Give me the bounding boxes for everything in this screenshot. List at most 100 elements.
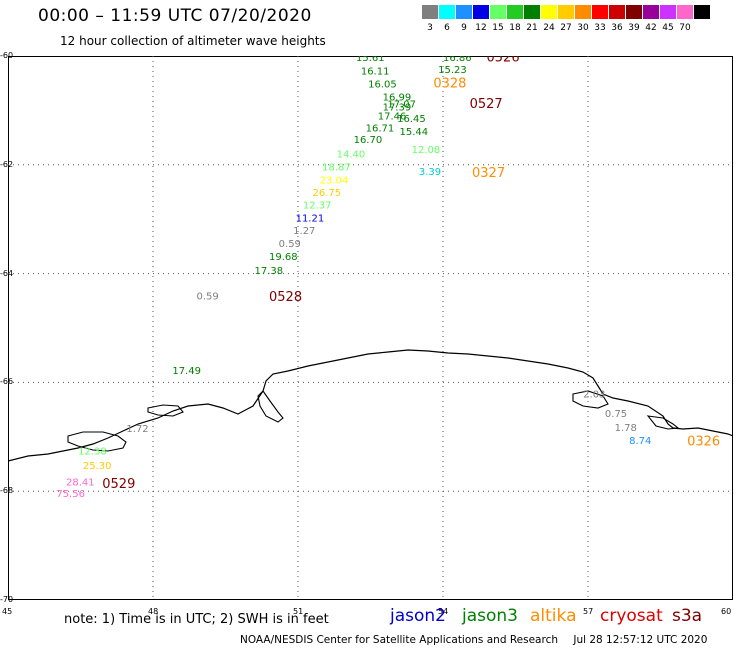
satellite-name-cryosat: cryosat bbox=[600, 606, 663, 626]
pass-time-label: 0327 bbox=[472, 166, 505, 181]
legend-label: 45 bbox=[662, 23, 674, 33]
wave-height-label: 16.45 bbox=[397, 114, 426, 125]
latitude-label: -70 bbox=[0, 595, 14, 604]
legend-swatch bbox=[575, 5, 591, 19]
legend-swatch bbox=[558, 5, 574, 19]
wave-height-label: 15.44 bbox=[400, 127, 429, 138]
wave-height-label: 16.11 bbox=[361, 67, 390, 78]
wave-height-label: 14.40 bbox=[337, 149, 366, 160]
page-subtitle: 12 hour collection of altimeter wave hei… bbox=[60, 34, 326, 48]
legend-swatch bbox=[524, 5, 540, 19]
wave-height-label: 1.78 bbox=[615, 423, 637, 434]
longitude-label: 57 bbox=[583, 607, 594, 616]
wave-height-label: 0.59 bbox=[279, 239, 301, 250]
coastline-islands bbox=[67, 390, 680, 452]
wave-height-label: 28.41 bbox=[66, 477, 95, 488]
wave-height-label: 17.07 bbox=[387, 99, 416, 110]
wave-height-label: 0.59 bbox=[197, 291, 219, 302]
legend-swatch bbox=[660, 5, 676, 19]
legend-swatch bbox=[473, 5, 489, 19]
wave-height-label: 2.03 bbox=[583, 389, 605, 400]
longitude-label: 51 bbox=[293, 607, 304, 616]
wave-height-label: 15.61 bbox=[356, 56, 385, 64]
satellite-name-jason2: jason2 bbox=[390, 606, 446, 626]
legend-swatch bbox=[422, 5, 438, 19]
wave-height-label: 75.56 bbox=[56, 489, 85, 500]
legend-label: 24 bbox=[543, 23, 555, 33]
legend-label: 30 bbox=[577, 23, 589, 33]
units-note: note: 1) Time is in UTC; 2) SWH is in fe… bbox=[64, 612, 329, 627]
wave-height-label: 16.86 bbox=[443, 56, 472, 64]
legend-label: 70 bbox=[679, 23, 691, 33]
legend-label: 6 bbox=[444, 23, 450, 33]
wave-height-label: 11.21 bbox=[296, 214, 325, 225]
legend-swatch bbox=[490, 5, 506, 19]
longitude-label: 45 bbox=[2, 607, 13, 616]
latitude-label: -64 bbox=[0, 268, 14, 278]
latitude-label: -68 bbox=[0, 486, 14, 496]
legend-swatch bbox=[507, 5, 523, 19]
legend-swatch bbox=[592, 5, 608, 19]
wave-height-label: 12.38 bbox=[78, 446, 107, 457]
wave-height-label: 12.08 bbox=[412, 145, 441, 156]
pass-time-label: 0326 bbox=[687, 435, 720, 450]
wave-height-label: 17.39 bbox=[383, 103, 412, 114]
satellite-name-s3a: s3a bbox=[672, 606, 703, 626]
longitude-label: 48 bbox=[148, 607, 159, 616]
wave-height-label: 3.39 bbox=[419, 167, 441, 178]
wave-height-label: 16.70 bbox=[354, 135, 383, 146]
pass-time-label: 0526 bbox=[487, 56, 520, 66]
legend-label: 36 bbox=[611, 23, 623, 33]
page-title: 00:00 – 11:59 UTC 07/20/2020 bbox=[38, 6, 312, 26]
legend-label: 3 bbox=[427, 23, 433, 33]
legend-label: 27 bbox=[560, 23, 572, 33]
satellite-name-altika: altika bbox=[530, 606, 577, 626]
legend-label: 33 bbox=[594, 23, 606, 33]
pass-time-label: 0529 bbox=[102, 477, 135, 492]
latitude-label: -62 bbox=[0, 159, 14, 169]
wave-height-label: 17.38 bbox=[255, 266, 284, 277]
map-gridlines bbox=[8, 56, 733, 600]
wave-height-label: 17.49 bbox=[172, 366, 201, 377]
legend-label: 15 bbox=[492, 23, 504, 33]
legend-label: 39 bbox=[628, 23, 640, 33]
credit-text: NOAA/NESDIS Center for Satellite Applica… bbox=[240, 634, 558, 646]
footer-credit: NOAA/NESDIS Center for Satellite Applica… bbox=[240, 634, 707, 646]
wave-height-label: 17.46 bbox=[378, 111, 407, 122]
legend-swatch bbox=[626, 5, 642, 19]
latitude-label: -60 bbox=[0, 51, 14, 60]
map-border bbox=[8, 56, 733, 600]
generated-timestamp: Jul 28 12:57:12 UTC 2020 bbox=[573, 634, 708, 646]
legend-label: 18 bbox=[509, 23, 521, 33]
legend-swatch bbox=[609, 5, 625, 19]
wave-height-label: 12.37 bbox=[303, 201, 332, 212]
legend-label: 12 bbox=[475, 23, 487, 33]
legend-swatch bbox=[677, 5, 693, 19]
pass-time-label: 0328 bbox=[433, 77, 466, 92]
wave-height-label: 26.75 bbox=[313, 188, 342, 199]
legend-swatch bbox=[694, 5, 710, 19]
pass-time-label: 0527 bbox=[470, 97, 503, 112]
antarctic-coastline bbox=[8, 349, 733, 462]
wave-height-label: 1.27 bbox=[293, 226, 315, 237]
latitude-label: -66 bbox=[0, 377, 14, 387]
wave-height-label: 16.99 bbox=[383, 92, 412, 103]
legend-swatch bbox=[643, 5, 659, 19]
wave-height-label: 23.04 bbox=[320, 175, 349, 186]
longitude-label: 60 bbox=[721, 607, 732, 616]
wave-height-label: 1.72 bbox=[126, 424, 148, 435]
wave-height-label: 16.05 bbox=[368, 80, 397, 91]
wave-height-label: 0.75 bbox=[605, 409, 627, 420]
wave-height-label: 18.87 bbox=[322, 162, 351, 173]
legend-label: 21 bbox=[526, 23, 538, 33]
map-panel: 16.86 15.61 15.23 16.11 16.0516.9917.3917.07… bbox=[8, 56, 733, 600]
legend-swatch bbox=[439, 5, 455, 19]
legend-label: 9 bbox=[461, 23, 467, 33]
wave-height-label: 25.30 bbox=[83, 461, 112, 472]
longitude-label: 54 bbox=[438, 607, 449, 616]
satellite-name-jason3: jason3 bbox=[462, 606, 518, 626]
wave-height-label: 8.74 bbox=[629, 436, 651, 447]
wave-height-label: 16.71 bbox=[366, 123, 395, 134]
legend-swatch bbox=[456, 5, 472, 19]
legend-swatch bbox=[541, 5, 557, 19]
